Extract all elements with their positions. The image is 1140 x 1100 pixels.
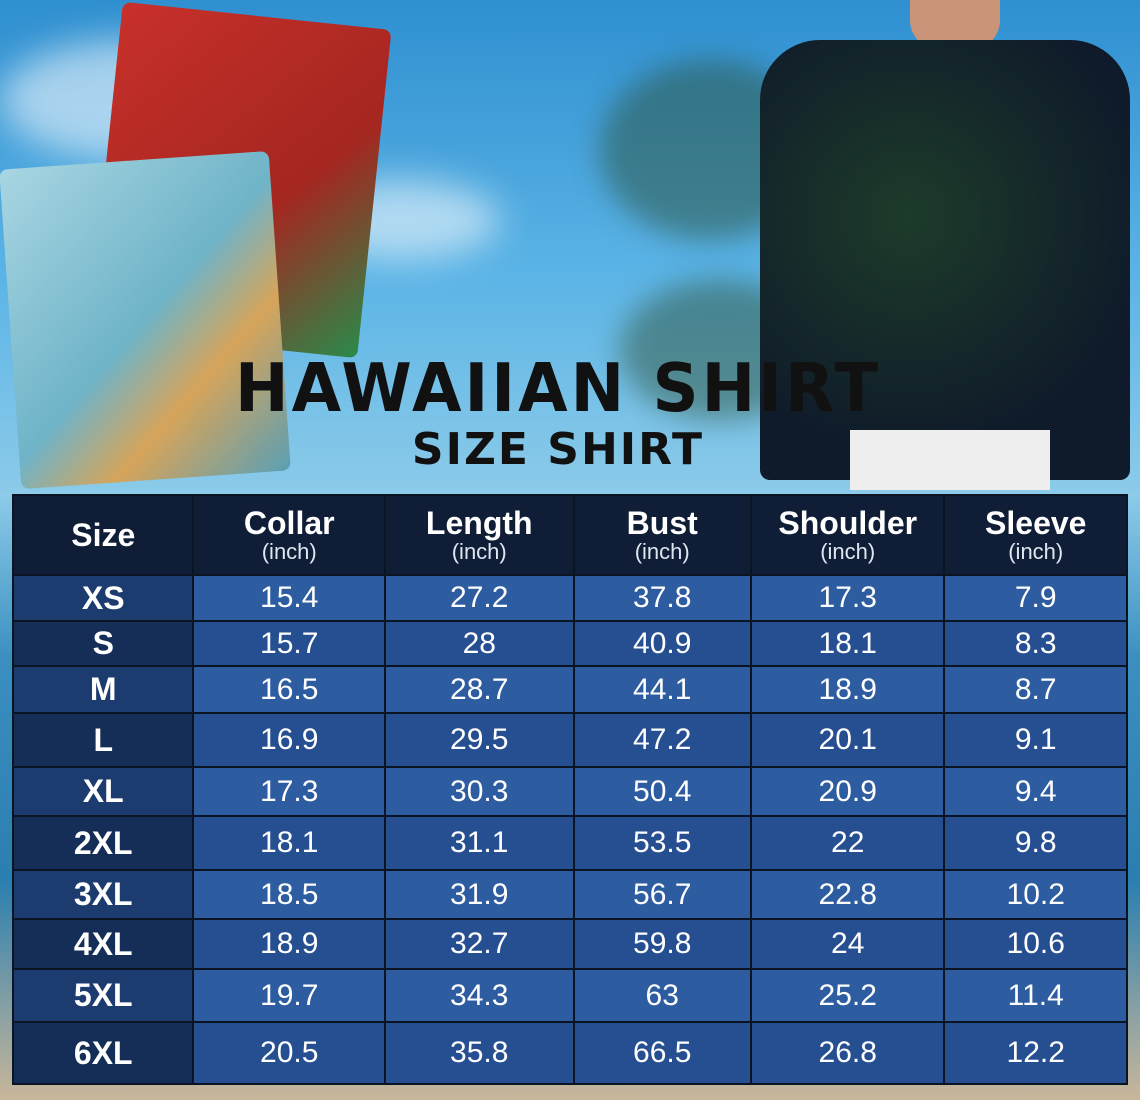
column-header-label: Collar — [243, 505, 335, 541]
measurement-cell-sleeve: 7.9 — [945, 576, 1126, 620]
size-label-cell: XL — [14, 768, 193, 815]
size-label-cell: 6XL — [14, 1023, 193, 1083]
size-label-cell: XS — [14, 576, 193, 620]
measurement-cell-shoulder: 22.8 — [751, 871, 944, 918]
column-header-collar: Collar (inch) — [194, 496, 384, 574]
measurement-cell-collar: 18.5 — [194, 871, 384, 918]
measurement-cell-collar: 18.9 — [194, 920, 384, 968]
model-wearing-flamingo-shirt-image — [750, 0, 1130, 490]
measurement-cell-length: 28 — [386, 622, 573, 665]
measurement-cell-length: 31.1 — [386, 817, 573, 869]
measurement-cell-bust: 53.5 — [574, 817, 750, 869]
flamingo-shirt — [760, 40, 1130, 480]
measurement-cell-collar: 16.5 — [194, 667, 384, 712]
page-subtitle: SIZE SHIRT — [411, 424, 705, 475]
measurement-cell-collar: 15.7 — [194, 622, 384, 665]
table-row: 6XL 20.5 35.8 66.5 26.8 12.2 — [14, 1023, 1126, 1083]
column-header-unit: (inch) — [1008, 539, 1064, 564]
measurement-cell-sleeve: 9.4 — [945, 768, 1126, 815]
column-header-shoulder: Shoulder (inch) — [751, 496, 944, 574]
measurement-cell-length: 27.2 — [386, 576, 573, 620]
table-body: XS 15.4 27.2 37.8 17.3 7.9 S 15.7 28 40.9 18.1 8.3 M… — [14, 576, 1126, 1083]
column-header-size: Size — [14, 496, 193, 574]
column-header-unit: (inch) — [820, 539, 876, 564]
size-label-cell: 4XL — [14, 920, 193, 968]
measurement-cell-shoulder: 20.9 — [751, 768, 944, 815]
measurement-cell-sleeve: 9.1 — [945, 714, 1126, 766]
table-row: S 15.7 28 40.9 18.1 8.3 — [14, 622, 1126, 665]
white-pants — [850, 430, 1050, 490]
measurement-cell-shoulder: 17.3 — [751, 576, 944, 620]
measurement-cell-shoulder: 18.1 — [751, 622, 944, 665]
measurement-cell-collar: 16.9 — [194, 714, 384, 766]
measurement-cell-length: 31.9 — [386, 871, 573, 918]
size-label-cell: 3XL — [14, 871, 193, 918]
column-header-label: Bust — [626, 505, 698, 541]
measurement-cell-bust: 66.5 — [574, 1023, 750, 1083]
table-row: 3XL 18.5 31.9 56.7 22.8 10.2 — [14, 871, 1126, 918]
table-row: 5XL 19.7 34.3 63 25.2 11.4 — [14, 970, 1126, 1021]
column-header-unit: (inch) — [261, 539, 317, 564]
measurement-cell-shoulder: 20.1 — [751, 714, 944, 766]
table-row: XL 17.3 30.3 50.4 20.9 9.4 — [14, 768, 1126, 815]
table-header-row: Size Collar (inch) Length (inch) Bust (inch) Sh… — [14, 496, 1126, 574]
column-header-label: Sleeve — [985, 505, 1087, 541]
size-label-cell: S — [14, 622, 193, 665]
measurement-cell-bust: 63 — [574, 970, 750, 1021]
table-row: 4XL 18.9 32.7 59.8 24 10.6 — [14, 920, 1126, 968]
measurement-cell-sleeve: 11.4 — [945, 970, 1126, 1021]
measurement-cell-shoulder: 26.8 — [751, 1023, 944, 1083]
column-header-unit: (inch) — [451, 539, 507, 564]
column-header-length: Length (inch) — [386, 496, 573, 574]
measurement-cell-length: 35.8 — [386, 1023, 573, 1083]
size-label-cell: 5XL — [14, 970, 193, 1021]
measurement-cell-sleeve: 10.2 — [945, 871, 1126, 918]
size-table: Size Collar (inch) Length (inch) Bust (inch) Sh… — [12, 494, 1128, 1085]
measurement-cell-shoulder: 18.9 — [751, 667, 944, 712]
table-row: XS 15.4 27.2 37.8 17.3 7.9 — [14, 576, 1126, 620]
measurement-cell-collar: 15.4 — [194, 576, 384, 620]
measurement-cell-collar: 20.5 — [194, 1023, 384, 1083]
measurement-cell-length: 34.3 — [386, 970, 573, 1021]
measurement-cell-shoulder: 25.2 — [751, 970, 944, 1021]
measurement-cell-sleeve: 8.3 — [945, 622, 1126, 665]
measurement-cell-bust: 44.1 — [574, 667, 750, 712]
measurement-cell-bust: 50.4 — [574, 768, 750, 815]
measurement-cell-length: 30.3 — [386, 768, 573, 815]
column-header-label: Shoulder — [778, 505, 918, 541]
table-row: 2XL 18.1 31.1 53.5 22 9.8 — [14, 817, 1126, 869]
size-label-cell: M — [14, 667, 193, 712]
column-header-unit: (inch) — [634, 539, 690, 564]
size-label-cell: L — [14, 714, 193, 766]
measurement-cell-collar: 18.1 — [194, 817, 384, 869]
page-title: HAWAIIAN SHIRT — [235, 350, 881, 428]
table-row: L 16.9 29.5 47.2 20.1 9.1 — [14, 714, 1126, 766]
measurement-cell-bust: 40.9 — [574, 622, 750, 665]
column-header-bust: Bust (inch) — [574, 496, 750, 574]
measurement-cell-sleeve: 10.6 — [945, 920, 1126, 968]
measurement-cell-sleeve: 8.7 — [945, 667, 1126, 712]
column-header-label: Size — [71, 517, 136, 553]
table-row: M 16.5 28.7 44.1 18.9 8.7 — [14, 667, 1126, 712]
measurement-cell-bust: 59.8 — [574, 920, 750, 968]
measurement-cell-bust: 56.7 — [574, 871, 750, 918]
measurement-cell-length: 32.7 — [386, 920, 573, 968]
measurement-cell-collar: 17.3 — [194, 768, 384, 815]
column-header-label: Length — [425, 505, 533, 541]
column-header-sleeve: Sleeve (inch) — [945, 496, 1126, 574]
measurement-cell-sleeve: 9.8 — [945, 817, 1126, 869]
measurement-cell-shoulder: 22 — [751, 817, 944, 869]
measurement-cell-length: 28.7 — [386, 667, 573, 712]
measurement-cell-collar: 19.7 — [194, 970, 384, 1021]
measurement-cell-bust: 37.8 — [574, 576, 750, 620]
measurement-cell-sleeve: 12.2 — [945, 1023, 1126, 1083]
measurement-cell-shoulder: 24 — [751, 920, 944, 968]
measurement-cell-bust: 47.2 — [574, 714, 750, 766]
measurement-cell-length: 29.5 — [386, 714, 573, 766]
size-label-cell: 2XL — [14, 817, 193, 869]
